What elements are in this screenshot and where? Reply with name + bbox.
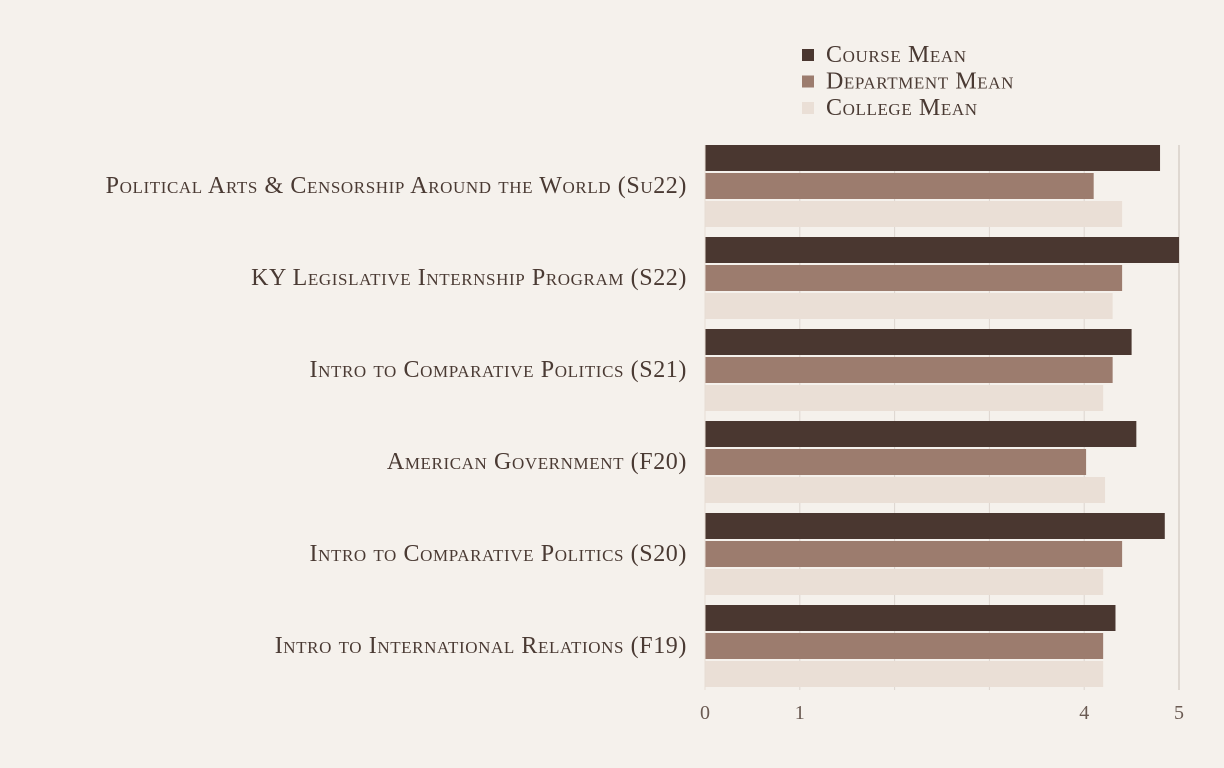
bar <box>705 145 1161 171</box>
bar <box>705 633 1104 659</box>
bar <box>705 449 1087 475</box>
legend-swatch <box>802 49 814 61</box>
category-label: Political Arts & Censorship Around the W… <box>106 173 687 199</box>
bar <box>705 357 1113 383</box>
bar <box>705 541 1123 567</box>
x-tick-label: 5 <box>1174 702 1184 724</box>
bar <box>705 293 1113 319</box>
bars <box>705 145 1179 687</box>
legend-swatch <box>802 102 814 114</box>
bar <box>705 385 1104 411</box>
bar <box>705 173 1094 199</box>
bar <box>705 237 1179 263</box>
x-tick-label: 0 <box>700 702 710 724</box>
bar <box>705 477 1106 503</box>
bar <box>705 201 1123 227</box>
bar <box>705 329 1132 355</box>
bar <box>705 605 1116 631</box>
gridlines <box>799 145 1180 690</box>
category-label: Intro to International Relations (F19) <box>275 633 687 659</box>
x-tick-labels: 0 1 4 5 <box>700 702 1184 724</box>
bar <box>705 421 1137 447</box>
legend-label: Course Mean <box>826 42 967 68</box>
legend-label: College Mean <box>826 95 978 121</box>
legend-swatch <box>802 75 814 88</box>
bar <box>705 661 1104 687</box>
category-label: Intro to Comparative Politics (S21) <box>310 357 687 383</box>
category-label: Intro to Comparative Politics (S20) <box>310 541 687 567</box>
x-tick-label: 1 <box>795 702 805 724</box>
bar <box>705 265 1123 291</box>
legend-label: Department Mean <box>826 69 1014 95</box>
category-labels: Political Arts & Censorship Around the W… <box>106 173 687 659</box>
bar <box>705 513 1165 539</box>
x-tick-label: 4 <box>1079 702 1089 724</box>
category-label: KY Legislative Internship Program (S22) <box>251 265 687 291</box>
category-label: American Government (F20) <box>387 449 687 475</box>
bar <box>705 569 1104 595</box>
